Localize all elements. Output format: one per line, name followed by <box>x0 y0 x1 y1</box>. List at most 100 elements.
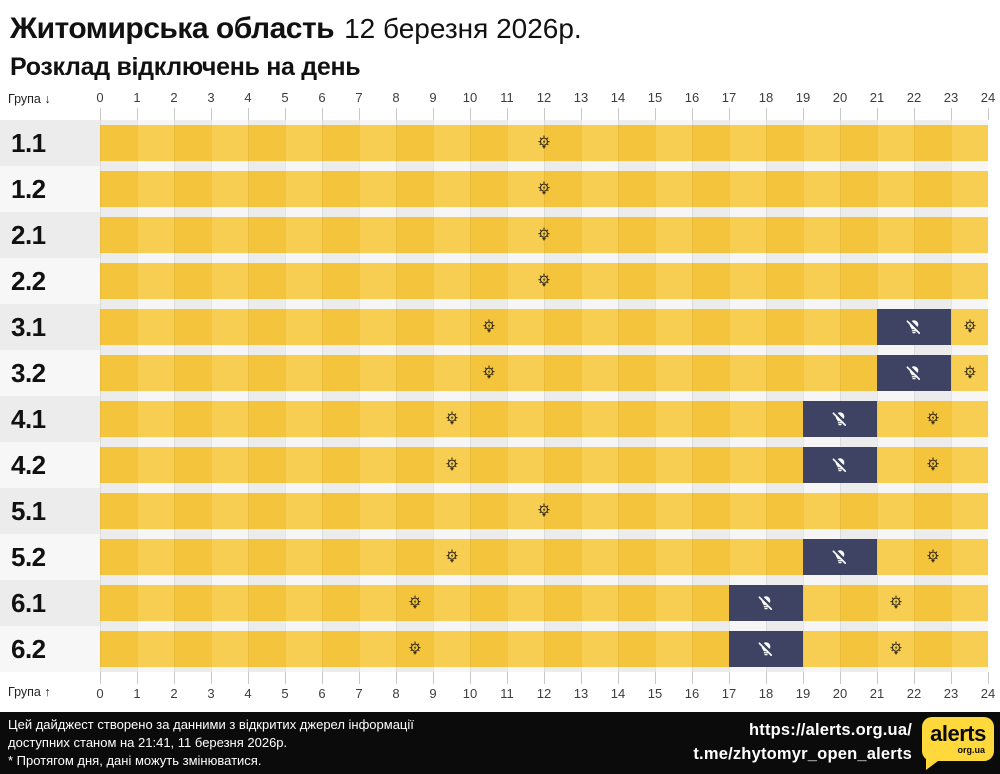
bulb-off-icon <box>904 317 924 337</box>
hour-label-18: 18 <box>758 686 774 701</box>
hour-tick <box>359 108 360 120</box>
hour-label-22: 22 <box>906 90 922 105</box>
hour-tick <box>544 108 545 120</box>
hour-label-13: 13 <box>573 90 589 105</box>
hour-label-9: 9 <box>429 686 437 701</box>
hour-tick <box>877 672 878 684</box>
schedule-row-3.2: 3.2 <box>0 350 1000 396</box>
group-label: 1.2 <box>0 166 100 212</box>
hour-label-7: 7 <box>355 90 363 105</box>
bulb-on-icon <box>924 456 942 474</box>
hour-tick <box>655 672 656 684</box>
hour-label-4: 4 <box>244 686 252 701</box>
hour-label-1: 1 <box>133 90 141 105</box>
bulb-on-icon <box>535 134 553 152</box>
hour-tick <box>322 672 323 684</box>
hour-label-3: 3 <box>207 90 215 105</box>
bulb-off-icon <box>830 409 850 429</box>
hour-label-11: 11 <box>500 90 514 105</box>
bulb-on-icon <box>961 364 979 382</box>
hour-label-24: 24 <box>980 90 996 105</box>
group-label: 2.2 <box>0 258 100 304</box>
hour-tick <box>396 672 397 684</box>
schedule-row-3.1: 3.1 <box>0 304 1000 350</box>
schedule-row-5.1: 5.1 <box>0 488 1000 534</box>
telegram-channel-link[interactable]: t.me/zhytomyr_open_alerts <box>693 745 912 763</box>
outage-segment <box>877 309 951 345</box>
bulb-on-icon <box>535 502 553 520</box>
row-track <box>100 396 988 442</box>
schedule-row-2.1: 2.1 <box>0 212 1000 258</box>
footer-note-line-1: Цей дайджест створено за данними з відкр… <box>8 717 414 733</box>
alerts-logo: alerts org.ua <box>922 717 994 770</box>
outage-segment <box>803 447 877 483</box>
hour-label-23: 23 <box>943 90 959 105</box>
group-label: 3.1 <box>0 304 100 350</box>
hour-tick <box>137 672 138 684</box>
hour-label-11: 11 <box>500 686 514 701</box>
bulb-on-icon <box>480 364 498 382</box>
alerts-site-link[interactable]: https://alerts.org.ua/ <box>748 721 912 740</box>
title-line: Житомирська область 12 березня 2026р. <box>10 12 990 46</box>
hour-label-7: 7 <box>355 686 363 701</box>
hour-tick <box>285 672 286 684</box>
schedule-rows: 1.1 1.2 2.1 2.2 3.1 3.2 4.1 4.2 5.1 5.2 6.1 6.2 <box>0 120 1000 672</box>
bulb-on-icon <box>887 594 905 612</box>
row-track <box>100 442 988 488</box>
schedule-row-6.1: 6.1 <box>0 580 1000 626</box>
hour-tick <box>359 672 360 684</box>
hour-tick <box>544 672 545 684</box>
hour-label-12: 12 <box>536 686 552 701</box>
hour-label-6: 6 <box>318 90 326 105</box>
schedule-row-4.2: 4.2 <box>0 442 1000 488</box>
hour-tick <box>914 108 915 120</box>
power-on-bar <box>100 585 988 621</box>
hour-tick <box>248 672 249 684</box>
group-label: 5.1 <box>0 488 100 534</box>
hour-tick <box>137 108 138 120</box>
hour-label-16: 16 <box>684 686 700 701</box>
outage-segment <box>729 631 803 667</box>
group-label: 5.2 <box>0 534 100 580</box>
bulb-on-icon <box>924 410 942 428</box>
bulb-off-icon <box>756 639 776 659</box>
hour-tick <box>211 672 212 684</box>
bulb-on-icon <box>443 410 461 428</box>
hour-label-15: 15 <box>647 686 663 701</box>
hour-label-0: 0 <box>96 686 104 701</box>
hour-tick <box>396 108 397 120</box>
axis-group-label-bottom: Група ↑ <box>8 685 51 699</box>
hour-tick <box>211 108 212 120</box>
bulb-on-icon <box>443 548 461 566</box>
hour-tick <box>988 108 989 120</box>
hour-label-14: 14 <box>610 686 626 701</box>
hour-label-4: 4 <box>244 90 252 105</box>
group-label: 2.1 <box>0 212 100 258</box>
hour-tick <box>766 672 767 684</box>
hour-tick <box>766 108 767 120</box>
alerts-logo-text: alerts <box>930 721 986 746</box>
hour-tick <box>100 672 101 684</box>
hour-label-12: 12 <box>536 90 552 105</box>
alerts-logo-sub: org.ua <box>957 745 985 755</box>
outage-segment <box>877 355 951 391</box>
hour-label-20: 20 <box>832 90 848 105</box>
hour-tick <box>507 672 508 684</box>
bulb-on-icon <box>535 272 553 290</box>
hour-tick <box>248 108 249 120</box>
hour-tick <box>581 108 582 120</box>
bulb-on-icon <box>443 456 461 474</box>
header: Житомирська область 12 березня 2026р. Роз… <box>0 0 1000 86</box>
hour-tick <box>581 672 582 684</box>
date-label: 12 березня 2026р. <box>344 13 582 44</box>
bulb-on-icon <box>480 318 498 336</box>
bulb-on-icon <box>535 180 553 198</box>
hour-tick <box>729 672 730 684</box>
hour-tick <box>877 108 878 120</box>
hour-tick <box>100 108 101 120</box>
hour-tick <box>988 672 989 684</box>
hour-label-9: 9 <box>429 90 437 105</box>
group-label: 6.1 <box>0 580 100 626</box>
group-label: 4.2 <box>0 442 100 488</box>
page-subtitle: Розклад відключень на день <box>10 53 361 81</box>
